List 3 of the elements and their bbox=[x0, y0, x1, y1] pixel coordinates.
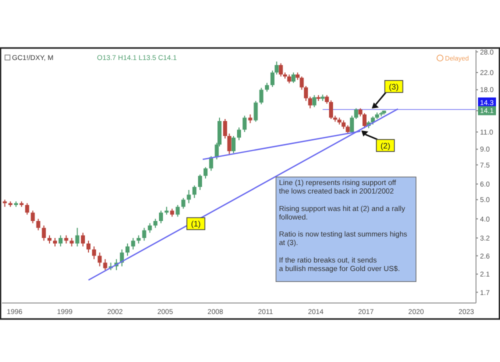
annotation: (1) bbox=[190, 220, 202, 229]
annotation: (3) bbox=[388, 82, 400, 92]
annotation: (2) bbox=[380, 141, 391, 150]
